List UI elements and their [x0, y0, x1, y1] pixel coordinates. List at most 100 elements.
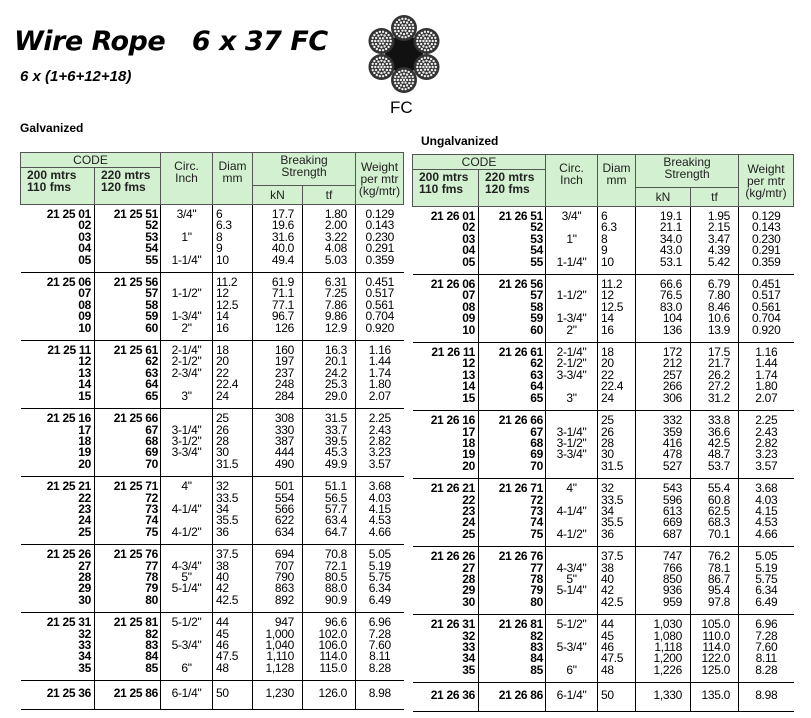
code-220m-cell: 74	[93, 514, 161, 527]
table-row: 21 26 31 21 26 81 5-1/2" 44 1,030 105.0 6.96	[413, 614, 794, 631]
circumference-cell	[160, 515, 213, 527]
circumference-cell: 1-1/2"	[160, 287, 213, 300]
circumference-cell: 5-3/4"	[160, 639, 213, 652]
table-row: 08 58 12.5 83.0 8.46 0.561	[413, 301, 794, 314]
code-200m-cell: 33	[78, 638, 91, 652]
code-220m-cell: 85	[477, 664, 546, 684]
galvanized-label: Galvanized	[20, 121, 84, 135]
breaking-kn-cell: 416	[635, 437, 691, 450]
circ-header: Circ. Inch	[160, 152, 214, 205]
code-200m-cell: 14	[462, 379, 475, 394]
code-200m-cell: 22	[462, 492, 475, 507]
breaking-tf-cell: 16.3	[302, 340, 356, 357]
code-200m-cell: 27	[462, 560, 475, 575]
breaking-kn-cell: 257	[635, 369, 691, 382]
diameter-cell: 42	[212, 582, 253, 595]
weight-cell: 8.11	[355, 650, 404, 663]
breaking-tf-cell: 70.1	[690, 528, 739, 548]
weight-cell: 6.96	[738, 614, 794, 631]
table-row: 33 83 5-3/4" 46 1,118 114.0 7.60	[413, 641, 794, 654]
code-200m-cell: 21 26 16	[430, 413, 476, 428]
weight-cell: 4.53	[355, 514, 404, 527]
code-220m-cell: 79	[93, 582, 161, 595]
breaking-kn-cell: 1,226	[635, 664, 691, 684]
code-220m-cell: 68	[93, 435, 161, 448]
code-220m-cell: 73	[93, 503, 161, 516]
diameter-cell: 28	[597, 437, 636, 450]
breaking-kn-cell: 136	[635, 324, 691, 344]
weight-cell: 1.44	[738, 357, 794, 370]
diameter-cell: 22	[597, 369, 636, 382]
diameter-cell: 10	[212, 254, 253, 274]
circumference-cell	[545, 381, 598, 393]
code-220m-cell: 62	[93, 355, 161, 368]
code-200m-cell: 02	[462, 220, 475, 235]
weight-cell: 5.19	[738, 561, 794, 574]
breaking-kn-cell: 554	[252, 491, 303, 504]
diameter-cell: 16	[212, 322, 253, 342]
breaking-kn-cell: 61.9	[252, 272, 303, 289]
diameter-cell: 50	[597, 682, 636, 712]
breaking-kn-cell: 947	[252, 612, 303, 629]
weight-cell: 2.43	[355, 423, 404, 436]
code-220-header: 220 mtrs 120 fms	[477, 169, 547, 207]
code-header: CODE	[19, 152, 162, 168]
breaking-tf-cell: 114.0	[690, 641, 739, 654]
weight-cell: 0.561	[355, 299, 404, 312]
header-row: CODE Circ. Inch Diam mm Breaking Strength W…	[411, 154, 795, 207]
circumference-cell: 2"	[545, 324, 598, 344]
table-row: 24 74 35.5 669 68.3 4.53	[413, 516, 794, 529]
table-row: 29 79 5-1/4" 42 863 88.0 6.34	[21, 582, 404, 595]
circumference-cell: 3-3/4"	[160, 446, 213, 459]
code-220m-cell: 59	[93, 310, 161, 323]
circumference-cell	[545, 301, 598, 314]
breaking-kn-cell: 53.1	[635, 256, 691, 276]
table-row: 33 83 5-3/4" 46 1,040 106.0 7.60	[21, 638, 404, 652]
weight-cell: 0.920	[355, 322, 404, 342]
diameter-cell: 44	[212, 612, 253, 629]
circ-header: Circ. Inch	[545, 154, 599, 207]
breaking-tf-cell: 20.1	[302, 355, 356, 368]
code-200m-cell: 28	[462, 571, 475, 586]
diameter-cell: 6	[597, 206, 636, 223]
table-row: 04 54 9 40.0 4.08 0.291	[21, 242, 404, 255]
breaking-kn-cell: 306	[635, 392, 691, 412]
breaking-kn-cell: 248	[252, 378, 303, 391]
circumference-cell	[545, 517, 598, 529]
breaking-kn-cell: 669	[635, 516, 691, 529]
code-220m-cell: 75	[477, 528, 546, 548]
weight-cell: 0.291	[738, 244, 794, 257]
breaking-tf-cell: 7.25	[302, 287, 356, 300]
rope-construction: 6 x (1+6+12+18)	[20, 68, 132, 85]
weight-cell: 4.15	[738, 505, 794, 518]
code-200m-cell: 10	[412, 324, 479, 344]
breaking-tf-cell: 1.95	[690, 206, 739, 223]
code-220m-cell: 54	[477, 244, 546, 257]
breaking-tf-cell: 60.8	[690, 493, 739, 506]
circumference-cell	[545, 546, 598, 563]
code-200m-cell: 13	[78, 365, 91, 380]
code-200m-cell: 23	[78, 501, 91, 516]
code-200m-cell: 21 25 21	[46, 479, 92, 494]
code-220m-cell: 58	[477, 301, 546, 314]
breaking-kn-cell: 850	[635, 573, 691, 586]
code-200m-cell: 28	[78, 569, 91, 584]
code-220m-cell: 52	[93, 219, 161, 232]
code-220m-cell: 77	[93, 559, 161, 572]
code-220m-cell: 21 26 86	[477, 682, 546, 712]
breaking-tf-cell: 76.2	[690, 546, 739, 563]
code-200m-cell: 03	[462, 231, 475, 246]
diameter-cell: 25	[597, 410, 636, 427]
diameter-cell: 12	[597, 289, 636, 302]
diameter-cell: 32	[597, 478, 636, 495]
table-row: 21 26 26 21 26 76 37.5 747 76.2 5.05	[413, 546, 794, 563]
diameter-cell: 31.5	[212, 458, 253, 478]
breaking-kn-cell: 96.7	[252, 310, 303, 323]
table-row: 08 58 12.5 77.1 7.86 0.561	[21, 299, 404, 312]
breaking-tf-cell: 53.7	[690, 460, 739, 480]
weight-cell: 2.25	[738, 410, 794, 427]
breaking-tf-cell: 55.4	[690, 478, 739, 495]
code-200m-cell: 27	[78, 558, 91, 573]
code-220m-cell: 82	[477, 629, 546, 642]
diameter-cell: 44	[597, 614, 636, 631]
